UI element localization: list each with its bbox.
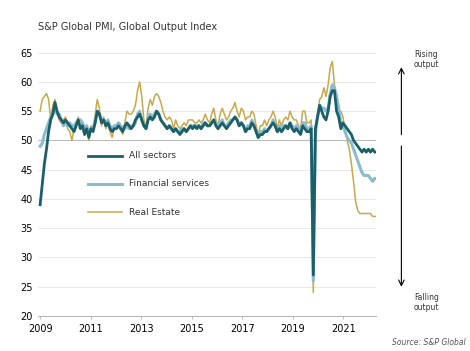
Text: Financial services: Financial services xyxy=(129,179,209,188)
Text: Real Estate: Real Estate xyxy=(129,207,180,217)
Text: Falling
output: Falling output xyxy=(414,292,439,312)
Text: Source: S&P Global: Source: S&P Global xyxy=(392,338,465,347)
Text: S&P Global PMI, Global Output Index: S&P Global PMI, Global Output Index xyxy=(38,21,217,32)
Text: Rising
output: Rising output xyxy=(414,50,439,69)
Text: All sectors: All sectors xyxy=(129,151,176,160)
